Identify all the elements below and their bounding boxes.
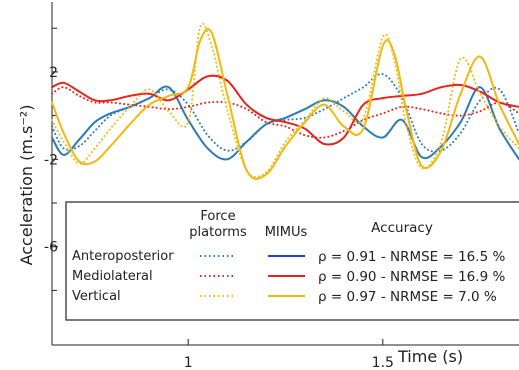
x-tick-label: 1 (184, 355, 193, 370)
series-mediolateral-mimus-line (51, 74, 519, 146)
series-vertical-mimus-line (51, 27, 519, 180)
axes: 2 -2 -6 1 1.5 (44, 2, 519, 370)
series-lines (51, 22, 519, 180)
legend-row-anteroposterior-label: Anteroposterior (72, 249, 174, 264)
y-tick-label: 2 (49, 65, 58, 81)
legend: Force platorms MIMUs Accuracy Anteropost… (65, 201, 519, 321)
legend-header-force-line2: platorms (189, 225, 247, 240)
legend-row-mediolateral-label: Mediolateral (72, 269, 153, 284)
legend-row-vertical-label: Vertical (72, 289, 121, 304)
legend-accuracy-mediolateral: ρ = 0.90 - NRMSE = 16.9 % (318, 269, 505, 285)
legend-header-force-line1: Force (200, 209, 235, 224)
legend-box (65, 201, 519, 321)
x-tick-label: 1.5 (372, 355, 394, 370)
legend-accuracy-vertical: ρ = 0.97 - NRMSE = 7.0 % (318, 289, 497, 305)
series-mediolateral-force-platforms-line (51, 86, 519, 139)
legend-header-mimus: MIMUs (265, 225, 308, 240)
y-tick-label: -2 (44, 152, 58, 168)
legend-accuracy-anteroposterior: ρ = 0.91 - NRMSE = 16.5 % (318, 249, 505, 265)
y-axis-label: Acceleration (m.s⁻²) (17, 105, 36, 266)
legend-header-accuracy: Accuracy (371, 220, 433, 236)
x-axis-label: Time (s) (397, 347, 463, 366)
y-tick-label: -6 (44, 240, 58, 256)
series-vertical-force-platforms-line (51, 22, 519, 179)
